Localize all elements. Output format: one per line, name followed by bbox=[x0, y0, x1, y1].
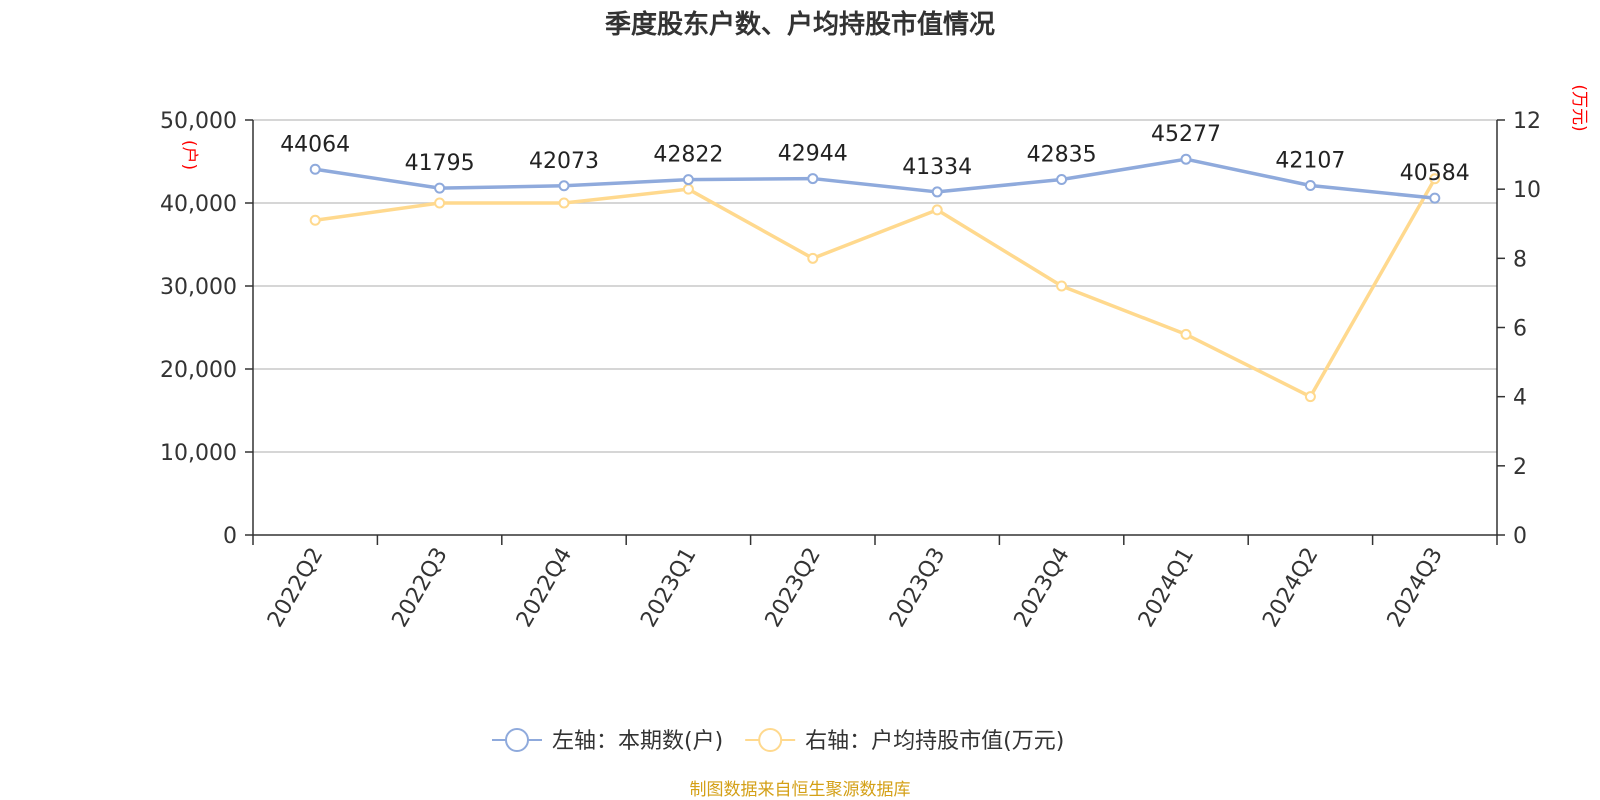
legend-label: 左轴：本期数(户) bbox=[552, 729, 723, 754]
data-point-left bbox=[309, 163, 321, 175]
x-tick-label: 2024Q3 bbox=[1383, 544, 1448, 632]
right-tick-label: 2 bbox=[1513, 455, 1527, 480]
right-tick-label: 6 bbox=[1513, 317, 1527, 342]
data-point-left bbox=[1180, 153, 1192, 165]
legend-swatch-marker bbox=[505, 728, 529, 752]
series-line-right bbox=[314, 177, 1437, 399]
data-point-right bbox=[309, 214, 321, 226]
x-tick-label: 2022Q3 bbox=[387, 544, 452, 632]
data-point-left bbox=[931, 186, 943, 198]
left-tick-label: 50,000 bbox=[160, 109, 237, 134]
label-layer: 44064 41795 42073 42822 42944 41334 42835 45277… bbox=[280, 122, 1470, 186]
data-point-left bbox=[1429, 192, 1441, 204]
axis-layer: 0 10,000 20,000 30,000 40,000 50,000 0 2 4 6 8 10 12… bbox=[160, 84, 1589, 631]
x-tick-label: 2024Q2 bbox=[1258, 544, 1323, 632]
chart-title: 季度股东户数、户均持股市值情况 bbox=[604, 10, 995, 40]
data-point-left bbox=[558, 180, 570, 192]
data-point-right bbox=[1304, 391, 1316, 403]
data-point-right bbox=[931, 204, 943, 216]
data-label: 42822 bbox=[653, 143, 723, 168]
x-tick-label: 2023Q4 bbox=[1009, 544, 1074, 632]
data-label: 45277 bbox=[1151, 122, 1221, 147]
data-label: 42944 bbox=[778, 142, 848, 167]
legend-layer: 左轴：本期数(户) 右轴：户均持股市值(万元) bbox=[492, 728, 1064, 754]
right-tick-label: 4 bbox=[1513, 386, 1527, 411]
x-tick-label: 2023Q2 bbox=[761, 544, 826, 632]
data-point-right bbox=[682, 183, 694, 195]
left-tick-label: 0 bbox=[223, 524, 237, 549]
data-label: 42107 bbox=[1275, 149, 1345, 174]
legend-swatch-marker bbox=[758, 728, 783, 752]
series-line-left bbox=[314, 157, 1435, 200]
data-point-left bbox=[807, 173, 819, 185]
x-tick-label: 2024Q1 bbox=[1134, 544, 1199, 632]
right-tick-label: 0 bbox=[1513, 524, 1527, 549]
series-layer bbox=[309, 153, 1441, 403]
data-point-right bbox=[1429, 173, 1441, 185]
data-point-left bbox=[682, 174, 694, 186]
data-point-left bbox=[1304, 180, 1316, 192]
right-tick-label: 10 bbox=[1513, 178, 1541, 203]
data-label: 42073 bbox=[529, 149, 599, 174]
left-tick-label: 30,000 bbox=[160, 275, 237, 300]
data-label: 42835 bbox=[1027, 142, 1097, 167]
data-point-right bbox=[558, 197, 570, 209]
data-label: 40584 bbox=[1400, 161, 1470, 186]
left-tick-label: 10,000 bbox=[160, 441, 237, 466]
legend-label: 右轴：户均持股市值(万元) bbox=[805, 729, 1064, 754]
left-tick-label: 40,000 bbox=[160, 192, 237, 217]
data-point-left bbox=[434, 182, 446, 194]
source-note: 制图数据来自恒生聚源数据库 bbox=[689, 780, 911, 800]
data-label: 41334 bbox=[902, 155, 972, 180]
x-tick-label: 2022Q4 bbox=[512, 544, 577, 632]
right-axis-name: (万元) bbox=[1569, 84, 1589, 131]
data-point-right bbox=[1180, 328, 1192, 340]
x-tick-label: 2022Q2 bbox=[263, 544, 328, 632]
right-tick-label: 12 bbox=[1513, 109, 1541, 134]
x-tick-label: 2023Q1 bbox=[636, 544, 701, 632]
data-point-left bbox=[1056, 173, 1068, 185]
data-point-right bbox=[1056, 280, 1068, 292]
right-tick-label: 8 bbox=[1513, 247, 1527, 272]
data-label: 41795 bbox=[405, 151, 475, 176]
x-tick-label: 2023Q3 bbox=[885, 544, 950, 632]
data-point-right bbox=[434, 197, 446, 209]
data-point-right bbox=[807, 252, 819, 264]
left-axis-name: (户) bbox=[179, 140, 199, 170]
left-tick-label: 20,000 bbox=[160, 358, 237, 383]
data-label: 44064 bbox=[280, 132, 350, 157]
